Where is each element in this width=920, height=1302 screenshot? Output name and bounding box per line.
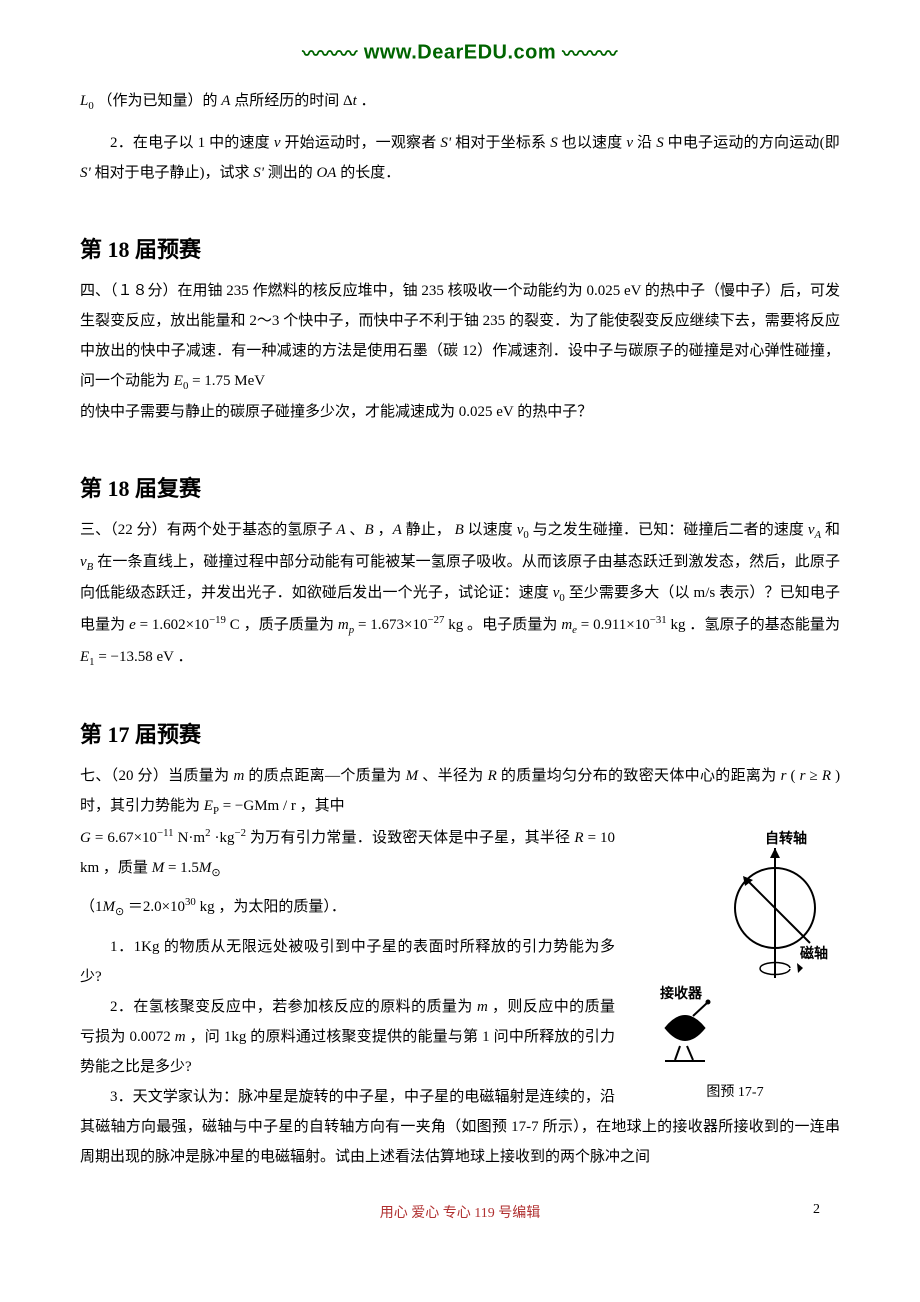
s17-t9: （ [80, 899, 95, 915]
s18f-eexp: −19 [209, 614, 226, 626]
s18f-meexp: −31 [650, 614, 667, 626]
wave-decoration-right: 〰〰〰 [562, 40, 618, 66]
section-18-pre-heading: 第 18 届预赛 [80, 233, 840, 266]
s17-msunval: ＝2.0×10 [128, 899, 185, 915]
s17-t5: 时，其引力势能为 [80, 798, 200, 814]
s18f-t3: 以速度 [468, 522, 513, 538]
s18f-t2: 静止， [406, 522, 451, 538]
s17-mval: = 1.5 [168, 860, 199, 876]
s18f-t8: C ，质子质量为 [230, 617, 334, 633]
s17-t2: 的质点距离—个质量为 [248, 768, 401, 784]
s17-t7: 为万有引力常量．设致密天体是中子星，其半径 [250, 830, 570, 846]
s17-gval: = 6.67×10 [95, 830, 157, 846]
s18f-mpexp: −27 [427, 614, 444, 626]
s18f-E1: = −13.58 eV ． [98, 649, 192, 665]
s18f-t5: 和 [825, 522, 840, 538]
s18f-mpval: = 1.673×10 [358, 617, 428, 633]
intro2-t6: 中电子运动的方向运动(即 [668, 135, 840, 151]
intro2-t7: 相对于电子静止)，试求 [94, 165, 253, 181]
site-url: www.DearEDU.com [364, 41, 556, 63]
magnetic-axis-label: 磁轴 [800, 945, 828, 962]
s17-t10: kg ，为太阳的质量）． [200, 899, 346, 915]
intro2-t4: 也以速度 [562, 135, 627, 151]
s17-t3: 、半径为 [422, 768, 483, 784]
section-18-final-body: 三、（22 分）有两个处于基态的氢原子 A 、B ，A 静止， B 以速度 v0… [80, 515, 840, 673]
neutron-star-diagram: 自转轴 磁轴 接收器 [635, 828, 835, 1068]
s18f-t4: 与之发生碰撞．已知：碰撞后二者的速度 [533, 522, 804, 538]
s18f-t10: kg ．氢原子的基态能量为 [670, 617, 840, 633]
page-footer: 用心 爱心 专心 119 号编辑 2 [80, 1202, 840, 1222]
wave-decoration-left: 〰〰〰 [302, 40, 358, 66]
intro-text-1: （作为已知量）的 [98, 93, 218, 109]
s17-gunit2: ·kg [214, 830, 234, 846]
section-18-pre-body: 四、（１８分）在用铀 235 作燃料的核反应堆中，铀 235 核吸收一个动能约为… [80, 276, 840, 398]
page-content: L0 （作为已知量）的 A 点所经历的时间 Δt ． 2．在电子以 1 中的速度… [80, 86, 840, 1172]
intro2-t9: 的长度． [340, 165, 400, 181]
s17-ep: = −GMm / r [223, 798, 296, 814]
s17-t4: 的质量均匀分布的致密天体中心的距离为 [501, 768, 777, 784]
intro2-t5: 沿 [637, 135, 656, 151]
rotation-axis-label: 自转轴 [765, 830, 807, 847]
intro2-t1: 2．在电子以 1 中的速度 [110, 135, 270, 151]
footer-text: 用心 爱心 专心 119 号编辑 [380, 1206, 540, 1221]
section-17-pre-heading: 第 17 届预赛 [80, 718, 840, 751]
site-header-banner: 〰〰〰 www.DearEDU.com 〰〰〰 [80, 40, 840, 66]
intro-paragraph-2: 2．在电子以 1 中的速度 v 开始运动时，一观察者 S' 相对于坐标系 S 也… [80, 128, 840, 188]
intro-text-3: ． [361, 93, 376, 109]
intro-text-2: 点所经历的时间 [234, 93, 339, 109]
intro2-t2: 开始运动时，一观察者 [284, 135, 440, 151]
s18f-eval: = 1.602×10 [140, 617, 210, 633]
figure-17-7: 自转轴 磁轴 接收器 图预 17-7 [630, 828, 840, 1101]
s17-gunit: N·m [178, 830, 206, 846]
s17-gunit2exp: −2 [234, 827, 246, 839]
s17-gexp: −11 [157, 827, 174, 839]
page-number: 2 [813, 1202, 820, 1218]
s17-msunexp: 30 [185, 896, 196, 908]
receiver-label: 接收器 [660, 985, 703, 1002]
intro2-t8: 测出的 [268, 165, 317, 181]
s18f-t1: 三、（22 分）有两个处于基态的氢原子 [80, 522, 333, 538]
s17-t8: ，质量 [103, 860, 148, 876]
section-18-final-heading: 第 18 届复赛 [80, 472, 840, 505]
section-18-pre-body-suffix: 的快中子需要与静止的碳原子碰撞多少次，才能减速成为 0.025 eV 的热中子？ [80, 397, 840, 427]
s17-t1: 七、（20 分）当质量为 [80, 768, 229, 784]
section-17-pre-body-1: 七、（20 分）当质量为 m 的质点距离—个质量为 M 、半径为 R 的质量均匀… [80, 761, 840, 823]
intro-fragment-line: L0 （作为已知量）的 A 点所经历的时间 Δt ． [80, 86, 840, 118]
figure-caption: 图预 17-7 [630, 1081, 840, 1101]
s17-q2-t1: 2．在氢核聚变反应中，若参加核反应的原料的质量为 [110, 999, 473, 1015]
s17-t6: ，其中 [300, 798, 345, 814]
s18p-e0: = 1.75 MeV [192, 373, 265, 389]
intro2-t3: 相对于坐标系 [455, 135, 550, 151]
s18f-meval: = 0.911×10 [581, 617, 650, 633]
s18f-t9: kg 。电子质量为 [448, 617, 557, 633]
